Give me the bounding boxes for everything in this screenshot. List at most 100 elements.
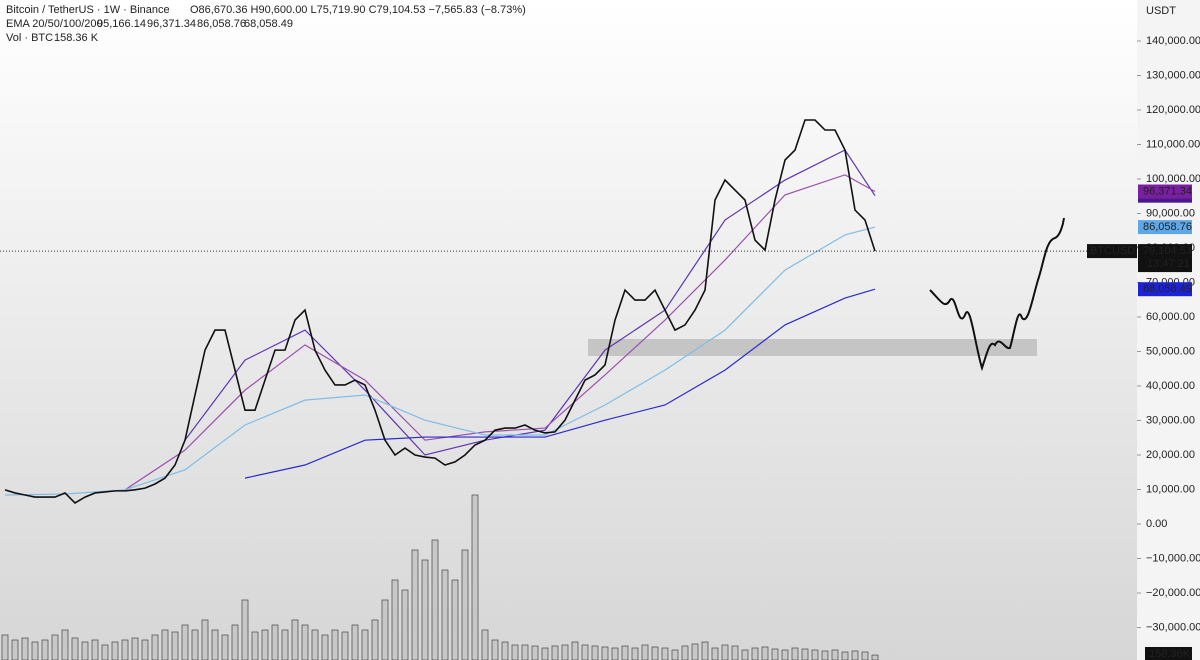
support-zone xyxy=(588,339,1037,356)
volume-bar xyxy=(111,641,119,660)
volume-bar xyxy=(621,645,629,660)
price-badge-label: 96,371.34 xyxy=(1143,185,1192,197)
vol-value: 158.36 K xyxy=(54,32,99,44)
volume-bar xyxy=(561,644,569,660)
price-line xyxy=(4,119,876,504)
volume-bar xyxy=(721,644,729,660)
ema-line xyxy=(244,288,876,479)
y-tick-label: 0.00 xyxy=(1146,518,1167,530)
volume-bar xyxy=(201,619,209,660)
volume-bar xyxy=(301,624,309,660)
plot-background xyxy=(0,0,1137,660)
volume-bar xyxy=(801,648,809,660)
y-tick-label: 90,000.00 xyxy=(1146,207,1195,219)
ema-line xyxy=(124,174,876,491)
volume-bar xyxy=(151,634,159,660)
volume-bar xyxy=(701,641,709,660)
y-tick-label: −30,000.00 xyxy=(1146,621,1200,633)
y-tick-label: 130,000.00 xyxy=(1146,69,1200,81)
volume-bar xyxy=(231,624,239,660)
volume-bar xyxy=(401,589,409,660)
volume-bar xyxy=(141,639,149,660)
ema-line xyxy=(184,149,876,456)
volume-bar xyxy=(581,644,589,660)
last-price-badge xyxy=(1138,244,1192,273)
volume-bar xyxy=(281,629,289,660)
volume-bar xyxy=(681,645,689,660)
volume-badge-label: 158.36K xyxy=(1149,648,1191,660)
volume-bar xyxy=(461,549,469,660)
volume-bar xyxy=(431,539,439,660)
last-price-label: 79,104.53 xyxy=(1143,245,1192,257)
volume-bar xyxy=(441,569,449,660)
y-tick-label: 100,000.00 xyxy=(1146,173,1200,185)
price-badge-label: 68,058.49 xyxy=(1143,283,1192,295)
ticker-label: BTCUSDT xyxy=(1090,245,1142,257)
volume-bar xyxy=(351,624,359,660)
price-badge xyxy=(1138,220,1192,235)
price-badge xyxy=(1138,184,1192,199)
volume-bar xyxy=(171,631,179,660)
ema-legend-value: 86,058.76 xyxy=(197,18,246,30)
y-tick-label: 20,000.00 xyxy=(1146,449,1195,461)
volume-bar xyxy=(271,624,279,660)
volume-bar xyxy=(651,646,659,660)
volume-bar xyxy=(791,647,799,660)
volume-bar xyxy=(551,645,559,660)
volume-bar xyxy=(101,644,109,660)
volume-bar xyxy=(631,647,639,660)
volume-bar xyxy=(481,629,489,660)
volume-bar xyxy=(371,619,379,660)
volume-bar xyxy=(41,639,49,660)
volume-bar xyxy=(531,645,539,660)
volume-bar xyxy=(121,639,129,660)
volume-bar xyxy=(851,650,859,660)
y-tick-label: 140,000.00 xyxy=(1146,35,1200,47)
ema-legend-value: 95,166.14 xyxy=(97,18,146,30)
volume-bar xyxy=(361,629,369,660)
symbol: Bitcoin / TetherUS · 1W · Binance xyxy=(6,4,170,16)
volume-bar xyxy=(181,624,189,660)
volume-bar xyxy=(321,634,329,660)
y-tick-label: 40,000.00 xyxy=(1146,380,1195,392)
volume-bar xyxy=(761,646,769,660)
volume-bar xyxy=(391,579,399,660)
volume-bar xyxy=(521,644,529,660)
volume-bar xyxy=(671,649,679,660)
volume-bar xyxy=(641,644,649,660)
y-tick-label: 30,000.00 xyxy=(1146,414,1195,426)
volume-bar xyxy=(871,654,879,660)
volume-bar xyxy=(211,629,219,660)
volume-bar xyxy=(601,646,609,660)
volume-bar xyxy=(821,650,829,660)
currency: USDT xyxy=(1146,5,1176,17)
volume-bar xyxy=(31,641,39,660)
y-tick-label: 120,000.00 xyxy=(1146,104,1200,116)
volume-bar xyxy=(241,599,249,660)
ema-legend-value: 68,058.49 xyxy=(244,18,293,30)
volume-bar xyxy=(691,643,699,660)
ema-legend-value: 96,371.34 xyxy=(147,18,196,30)
y-tick-label: 10,000.00 xyxy=(1146,483,1195,495)
volume-bar xyxy=(471,494,479,660)
y-tick-label: 60,000.00 xyxy=(1146,311,1195,323)
volume-bar xyxy=(661,647,669,660)
axis-background xyxy=(1137,0,1200,660)
volume-bar xyxy=(781,649,789,660)
y-tick-label: 50,000.00 xyxy=(1146,345,1195,357)
volume-bar xyxy=(51,634,59,660)
volume-bar xyxy=(741,649,749,660)
volume-bar xyxy=(191,629,199,660)
volume-bar xyxy=(831,649,839,660)
volume-bar xyxy=(311,629,319,660)
volume-badge xyxy=(1145,647,1192,660)
volume-bar xyxy=(331,629,339,660)
volume-bar xyxy=(451,579,459,660)
countdown: 13:47:21 xyxy=(1147,258,1190,270)
volume-bar xyxy=(591,645,599,660)
volume-bar xyxy=(541,647,549,660)
volume-bar xyxy=(161,629,169,660)
volume-bar xyxy=(731,645,739,660)
y-tick-label: 110,000.00 xyxy=(1146,138,1200,150)
